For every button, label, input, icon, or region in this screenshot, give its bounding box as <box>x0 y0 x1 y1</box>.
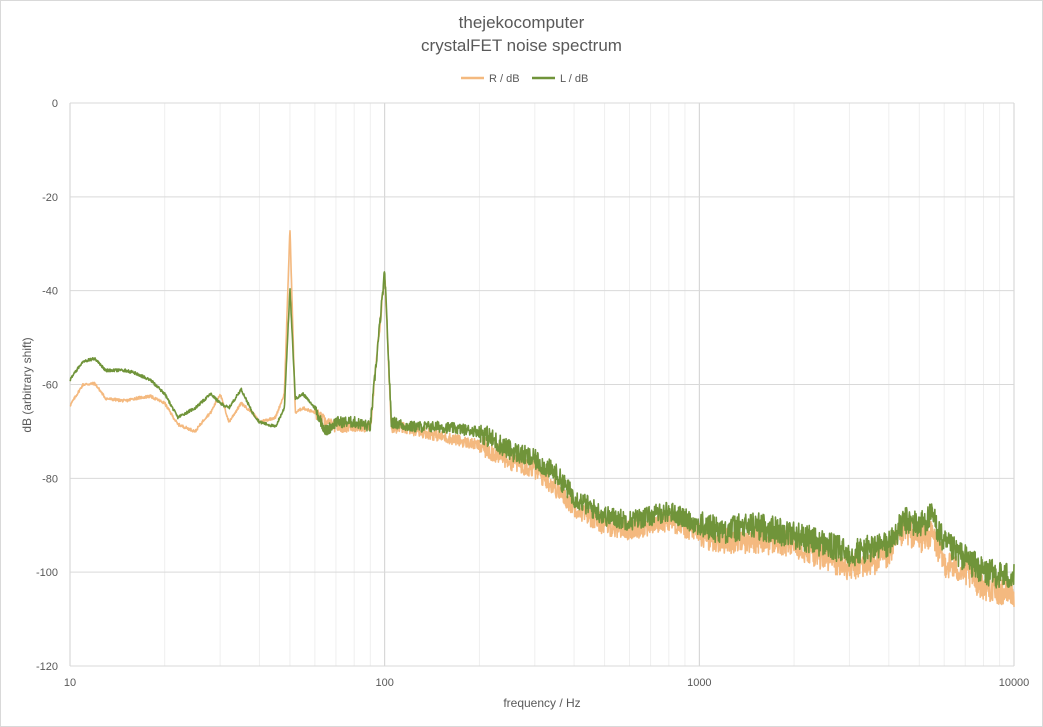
y-tick-label: -80 <box>42 473 58 485</box>
legend-label-l: L / dB <box>560 73 588 85</box>
y-tick-label: -120 <box>36 661 58 673</box>
y-tick-label: -100 <box>36 567 58 579</box>
x-tick-label: 10000 <box>999 677 1030 689</box>
x-tick-label: 10 <box>64 677 76 689</box>
chart-subtitle: crystalFET noise spectrum <box>421 36 622 55</box>
x-tick-label: 1000 <box>687 677 711 689</box>
x-axis-ticks: 10 100 1000 10000 <box>64 677 1029 689</box>
series-line-r <box>69 229 1015 607</box>
y-tick-label: -40 <box>42 286 58 298</box>
gridlines <box>69 102 1015 667</box>
y-axis-label: dB (arbitrary shift) <box>20 337 34 432</box>
x-tick-label: 100 <box>375 677 393 689</box>
y-tick-label: -20 <box>42 192 58 204</box>
legend: R / dB L / dB <box>461 73 588 85</box>
y-tick-label: 0 <box>52 98 58 110</box>
chart-title: thejekocomputer <box>458 13 585 32</box>
y-tick-label: -60 <box>42 380 58 392</box>
x-axis-label: frequency / Hz <box>503 696 580 710</box>
series-line-l <box>69 271 1015 589</box>
legend-label-r: R / dB <box>489 73 520 85</box>
y-axis-ticks: 0 -20 -40 -60 -80 -100 -120 <box>36 98 58 673</box>
plot-area <box>69 229 1015 607</box>
